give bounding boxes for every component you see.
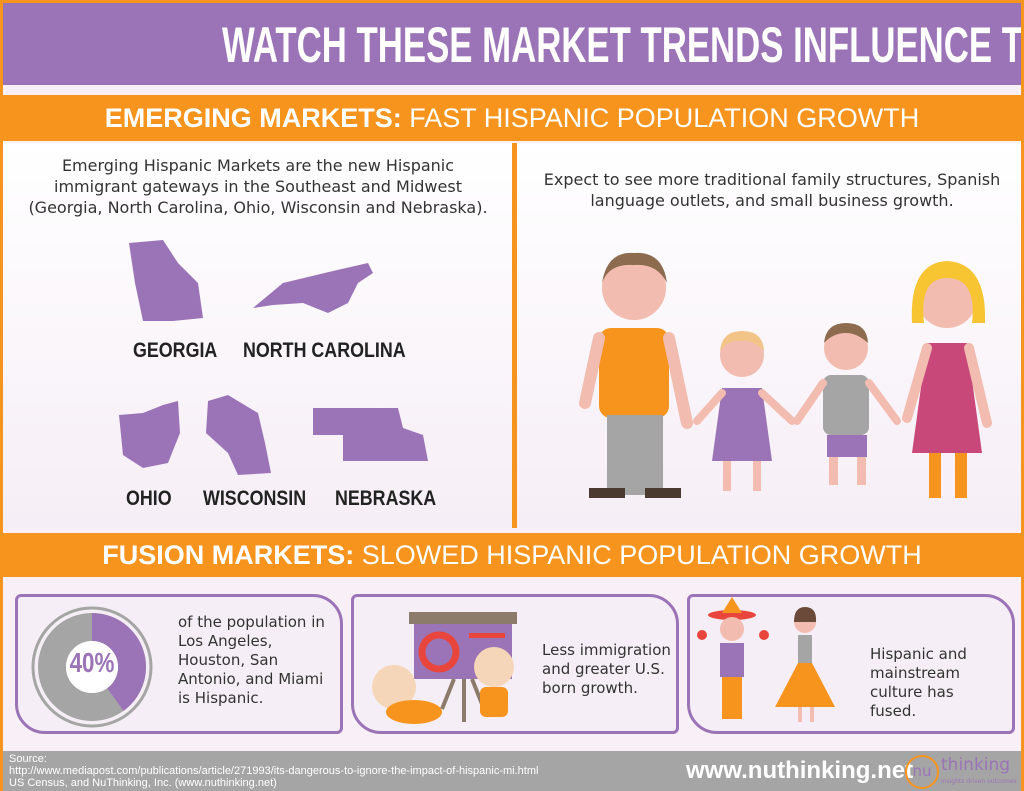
heading-bold: EMERGING MARKETS: xyxy=(104,103,402,133)
state-label-georgia: GEORGIA xyxy=(133,339,218,362)
emerging-description: Emerging Hispanic Markets are the new Hi… xyxy=(28,156,488,217)
stat-card: 40% of the population in Los Angeles, Ho… xyxy=(15,594,343,734)
logo-thinking: thinking xyxy=(941,755,1011,775)
birth-text: Less immigration and greater U.S. born g… xyxy=(542,641,671,697)
boy-figure xyxy=(793,323,901,485)
footer: Source: http://www.mediapost.com/publica… xyxy=(3,751,1021,791)
culture-text: Hispanic and mainstream culture has fuse… xyxy=(870,645,967,720)
source-block: Source: http://www.mediapost.com/publica… xyxy=(9,753,538,789)
heading-bold: FUSION MARKETS: xyxy=(102,540,355,570)
fusion-markets-heading: FUSION MARKETS: SLOWED HISPANIC POPULATI… xyxy=(3,533,1021,577)
emerging-left-panel: Emerging Hispanic Markets are the new Hi… xyxy=(3,143,512,528)
stat-value: 40% xyxy=(69,647,115,678)
source-label: Source: xyxy=(9,753,47,765)
state-maps xyxy=(119,240,428,475)
state-label-north-carolina: NORTH CAROLINA xyxy=(243,339,406,362)
logo-tagline: insights driven outcomes xyxy=(941,778,1017,785)
ohio-map xyxy=(119,401,180,468)
father-figure xyxy=(579,252,693,498)
logo-nu: nu xyxy=(905,755,939,789)
family-illustration xyxy=(579,252,992,498)
state-label-nebraska: NEBRASKA xyxy=(335,487,437,510)
donut-fill xyxy=(38,613,146,721)
north-carolina-map xyxy=(253,263,373,313)
heading-light: FAST HISPANIC POPULATION GROWTH xyxy=(401,103,920,133)
state-label-ohio: OHIO xyxy=(126,487,172,510)
emerging-right-panel: Expect to see more traditional family st… xyxy=(517,143,1021,528)
source-url[interactable]: http://www.mediapost.com/publications/ar… xyxy=(9,765,539,777)
state-label-wisconsin: WISCONSIN xyxy=(203,487,307,510)
babies-presentation-illustration xyxy=(372,612,517,724)
wisconsin-map xyxy=(206,395,271,475)
title-banner: WATCH THESE MARKET TRENDS INFLUENCE THE … xyxy=(3,3,1021,85)
stat-text: of the population in Los Angeles, Housto… xyxy=(178,613,325,707)
heading-light: SLOWED HISPANIC POPULATION GROWTH xyxy=(354,540,922,570)
georgia-map xyxy=(129,240,203,321)
emerging-markets-heading: EMERGING MARKETS: FAST HISPANIC POPULATI… xyxy=(3,95,1021,141)
culture-card: Hispanic and mainstream culture has fuse… xyxy=(687,594,1015,734)
culture-fusion-illustration xyxy=(697,597,835,722)
birth-card: Less immigration and greater U.S. born g… xyxy=(351,594,679,734)
website-link[interactable]: www.nuthinking.net xyxy=(686,757,914,784)
source-other: US Census, and NuThinking, Inc. (www.nut… xyxy=(9,777,277,789)
donut-chart xyxy=(31,606,153,728)
family-description: Expect to see more traditional family st… xyxy=(543,170,1001,210)
nebraska-map xyxy=(313,408,428,461)
mother-figure xyxy=(902,261,992,498)
divider xyxy=(512,143,517,528)
girl-figure xyxy=(693,331,796,491)
page-title: WATCH THESE MARKET TRENDS INFLUENCE THE … xyxy=(221,17,1021,73)
